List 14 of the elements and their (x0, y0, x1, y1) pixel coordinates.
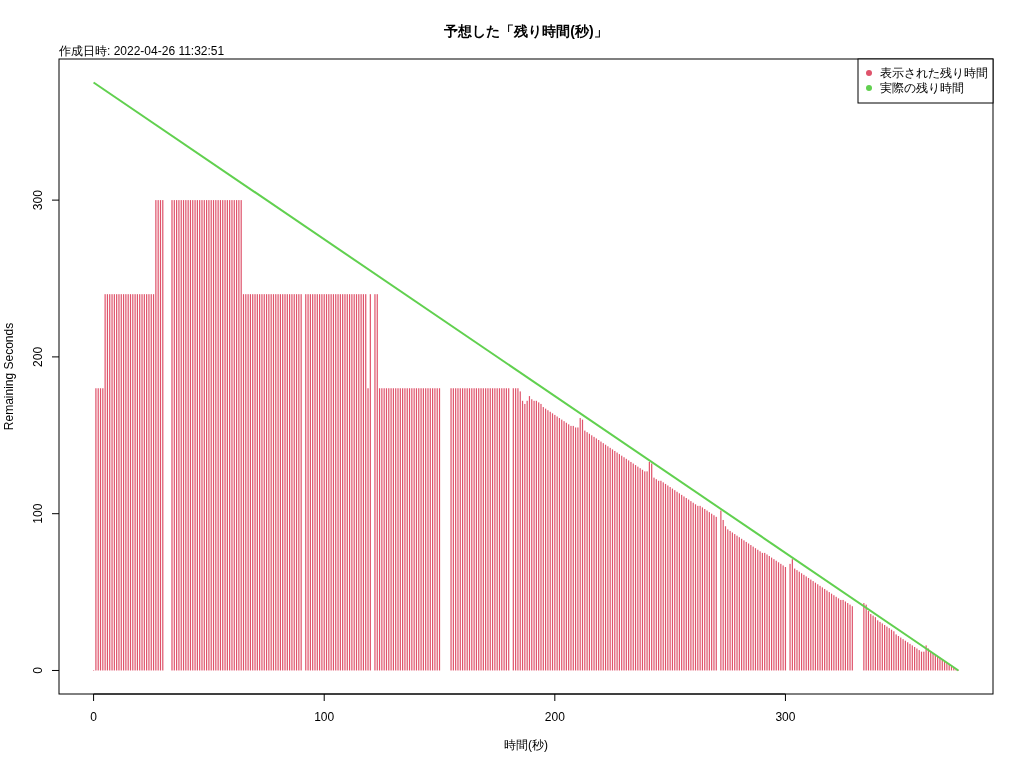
x-tick-label: 200 (544, 710, 566, 724)
y-tick-label: 100 (31, 503, 45, 524)
y-axis-title: Remaining Seconds (2, 322, 16, 431)
x-axis-title: 時間(秒) (504, 738, 548, 752)
x-tick-label: 300 (775, 710, 796, 724)
y-tick-label: 300 (31, 189, 45, 211)
text: 作成日時: 2022-04-26 11:32:51 (58, 44, 225, 58)
x-tick-label: 0 (90, 710, 98, 724)
y-tick-label: 200 (31, 346, 45, 367)
x-tick-label: 100 (314, 710, 335, 724)
y-tick-label: 0 (31, 666, 45, 674)
legend-label: 実際の残り時間 (880, 81, 964, 95)
chart-title: 予想した「残り時間(秒)」 (443, 23, 608, 39)
legend-label: 表示された残り時間 (880, 66, 988, 80)
